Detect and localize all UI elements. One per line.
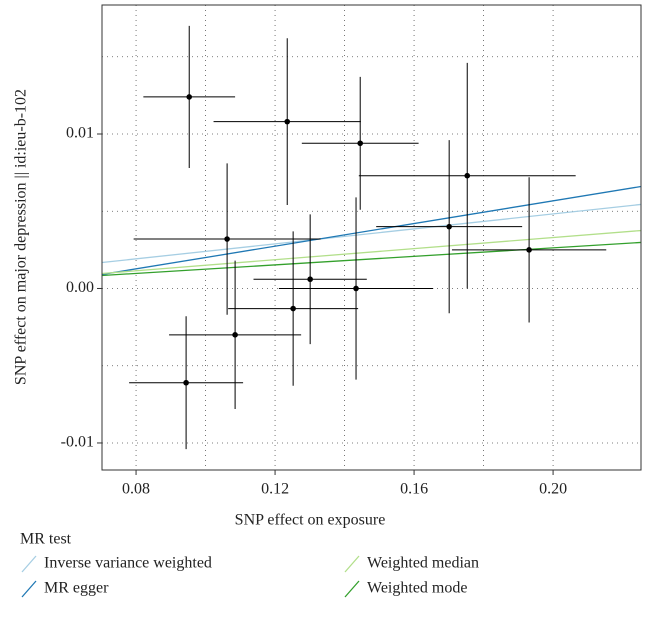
x-tick-label: 0.08 bbox=[122, 481, 150, 498]
legend-label: MR egger bbox=[44, 580, 109, 597]
y-tick-label: 0.00 bbox=[66, 279, 94, 296]
point bbox=[284, 118, 291, 125]
point bbox=[290, 305, 296, 312]
regression-line bbox=[101, 241, 642, 277]
y-axis-label: SNP effect on major depression || id:ieu… bbox=[13, 89, 30, 385]
plot-frame bbox=[101, 4, 642, 471]
point bbox=[357, 140, 364, 147]
legend-label: Inverse variance weighted bbox=[44, 555, 212, 572]
legend-swatch bbox=[344, 580, 360, 598]
legend-swatch bbox=[21, 580, 37, 598]
y-tick-label: -0.01 bbox=[61, 434, 94, 451]
point bbox=[186, 94, 193, 100]
legend-title: MR test bbox=[20, 531, 72, 548]
x-axis-label: SNP effect on exposure bbox=[235, 512, 386, 529]
y-tick-label: 0.01 bbox=[66, 125, 94, 142]
legend-swatch bbox=[344, 555, 360, 573]
x-tick-label: 0.20 bbox=[539, 481, 567, 498]
regression-line bbox=[101, 203, 642, 264]
point bbox=[224, 236, 230, 242]
point bbox=[464, 172, 471, 179]
legend-label: Weighted mode bbox=[367, 580, 467, 597]
legend-label: Weighted median bbox=[367, 555, 479, 572]
x-tick-label: 0.16 bbox=[400, 481, 428, 498]
point bbox=[446, 223, 452, 230]
point bbox=[307, 276, 313, 283]
x-tick-label: 0.12 bbox=[261, 481, 289, 498]
regression-line bbox=[101, 185, 642, 276]
legend-swatch bbox=[21, 555, 37, 573]
point bbox=[353, 285, 359, 292]
point bbox=[183, 379, 189, 386]
regression-line bbox=[101, 229, 642, 275]
point bbox=[526, 247, 532, 253]
point bbox=[232, 332, 238, 338]
